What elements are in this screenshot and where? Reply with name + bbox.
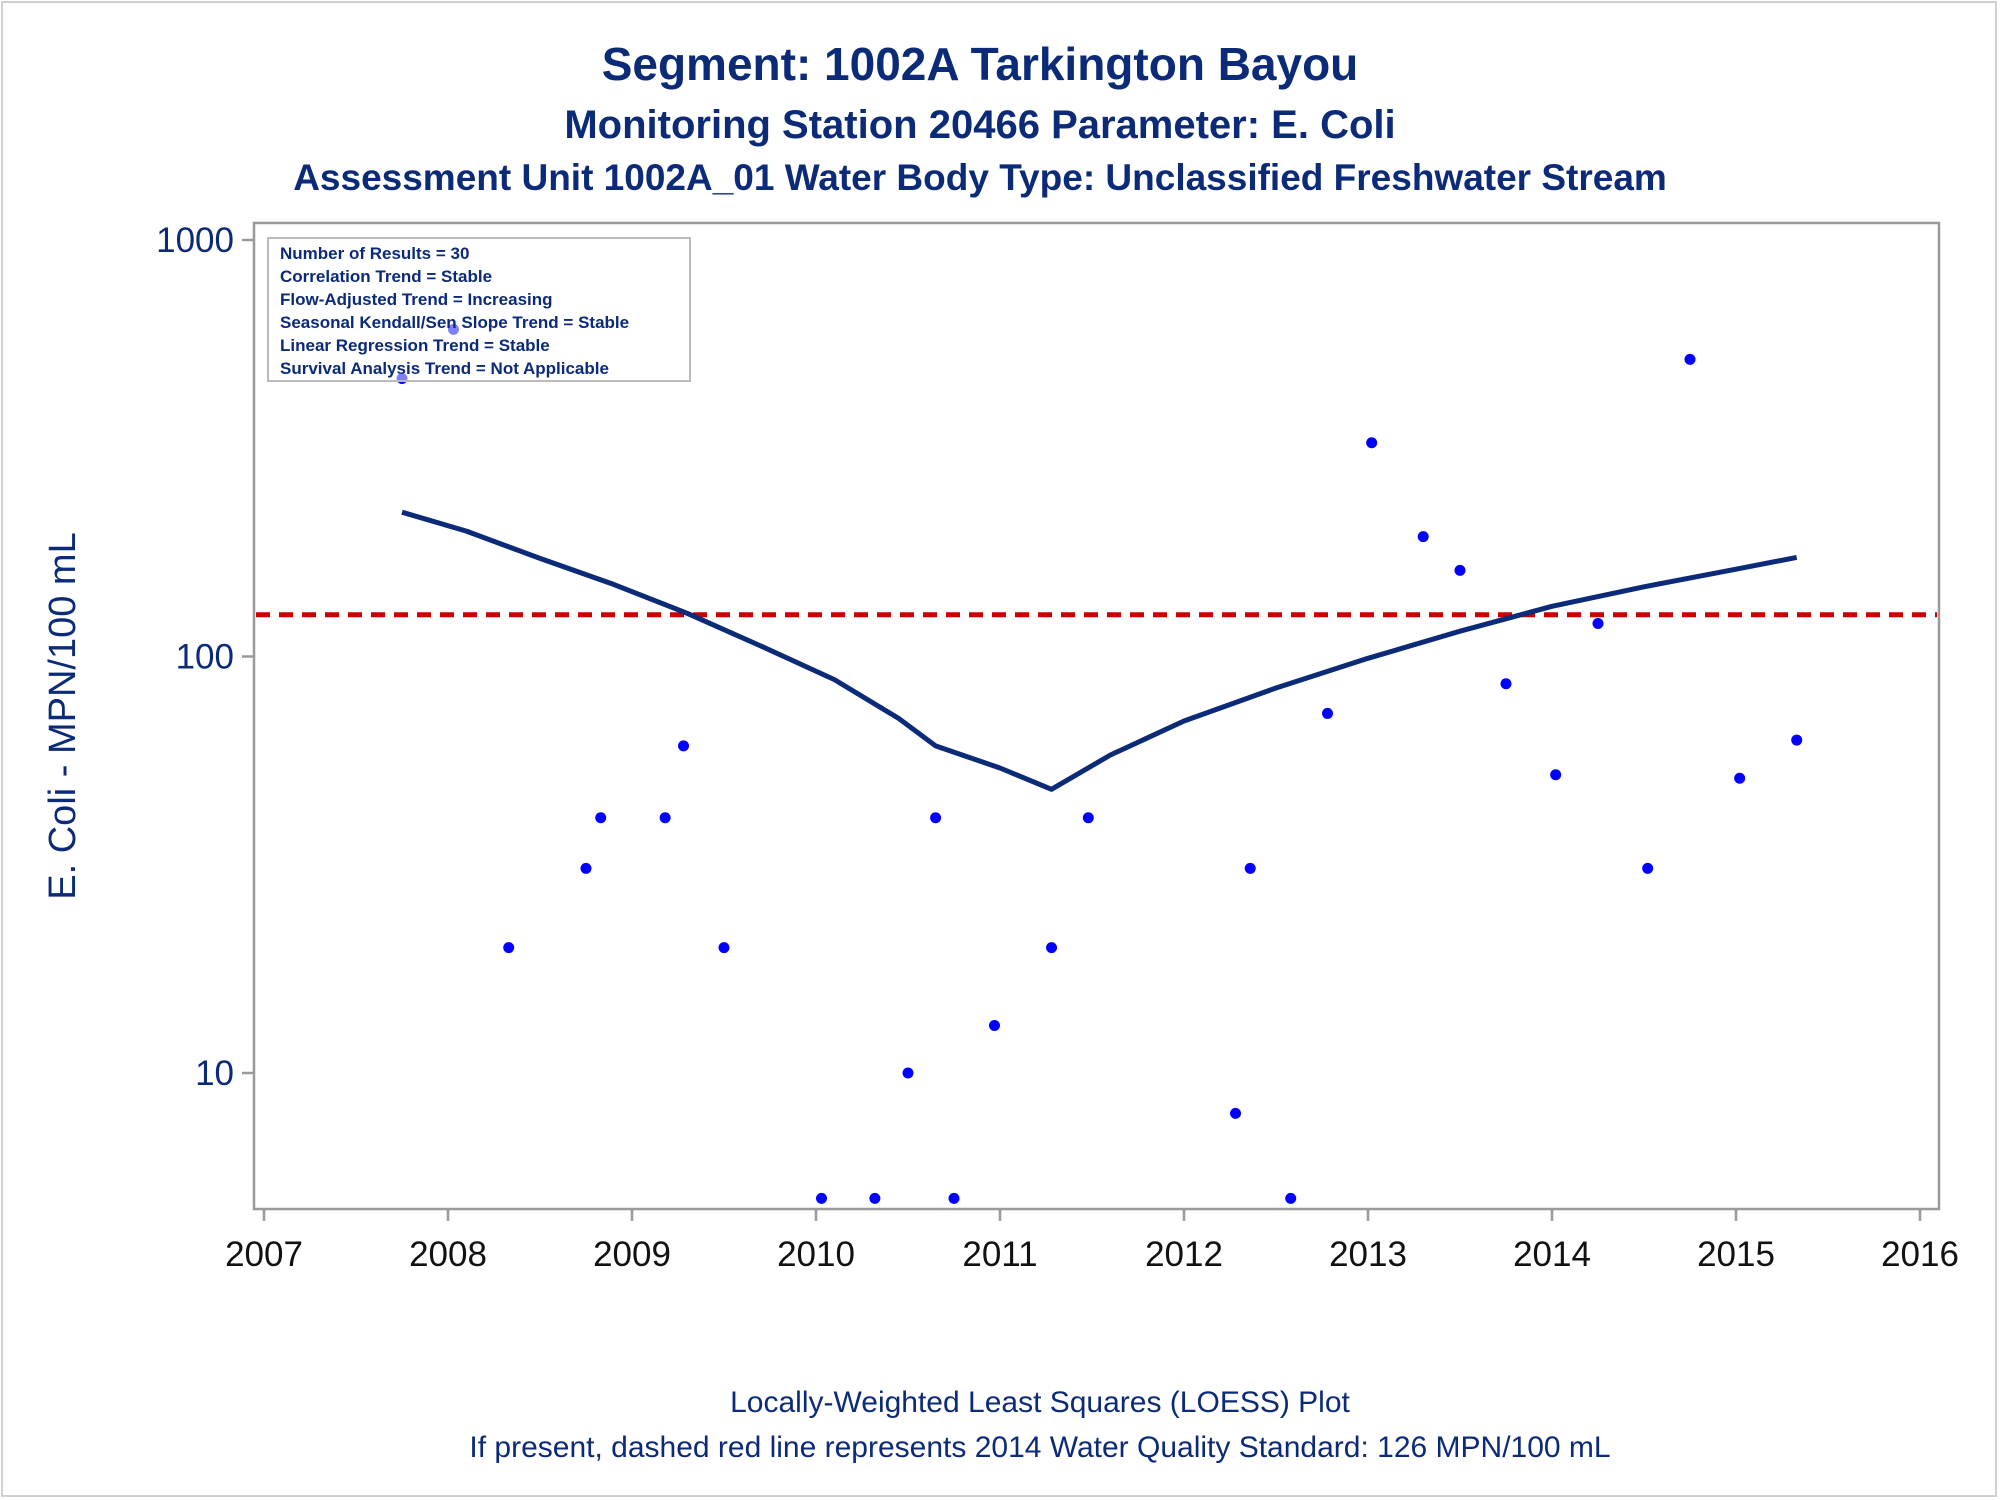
legend-box bbox=[267, 237, 691, 382]
x-tick-label: 2008 bbox=[409, 1235, 487, 1274]
y-tick-label: 10 bbox=[195, 1054, 234, 1093]
chart-title: Segment: 1002A Tarkington Bayou bbox=[602, 38, 1359, 90]
legend-line-survival: Survival Analysis Trend = Not Applicable bbox=[280, 359, 609, 378]
data-point bbox=[902, 1067, 914, 1079]
y-axis: 10 100 1000 bbox=[156, 221, 254, 1093]
x-tick-label: 2015 bbox=[1697, 1235, 1775, 1274]
x-tick-label: 2016 bbox=[1881, 1235, 1959, 1274]
x-tick-label: 2009 bbox=[593, 1235, 671, 1274]
x-tick-label: 2014 bbox=[1513, 1235, 1591, 1274]
data-point bbox=[1642, 862, 1654, 874]
data-point bbox=[659, 812, 671, 824]
footnote-standard: If present, dashed red line represents 2… bbox=[469, 1431, 1610, 1464]
data-point bbox=[1500, 678, 1512, 690]
data-point bbox=[1592, 618, 1604, 630]
data-point bbox=[718, 942, 730, 954]
data-point bbox=[1230, 1107, 1242, 1119]
x-tick-label: 2007 bbox=[225, 1235, 303, 1274]
legend: Number of Results = 30 Correlation Trend… bbox=[267, 237, 691, 382]
legend-line-flow-adjusted: Flow-Adjusted Trend = Increasing bbox=[280, 290, 553, 309]
x-axis: 2007 2008 2009 2010 2011 2012 2013 2014 2015 2016 bbox=[225, 1209, 1959, 1274]
x-tick-label: 2010 bbox=[777, 1235, 855, 1274]
legend-line-linear-regression: Linear Regression Trend = Stable bbox=[280, 336, 550, 355]
chart-subtitle: Monitoring Station 20466 Parameter: E. C… bbox=[564, 103, 1395, 147]
data-point bbox=[948, 1192, 960, 1204]
data-point bbox=[1046, 942, 1058, 954]
data-point bbox=[1244, 862, 1256, 874]
footnote-loess: Locally-Weighted Least Squares (LOESS) P… bbox=[730, 1386, 1350, 1419]
x-tick-label: 2013 bbox=[1329, 1235, 1407, 1274]
data-point bbox=[580, 862, 592, 874]
data-point bbox=[869, 1192, 881, 1204]
y-tick-label: 100 bbox=[176, 638, 234, 677]
legend-line-seasonal-kendall: Seasonal Kendall/Sen Slope Trend = Stabl… bbox=[280, 313, 629, 332]
data-point bbox=[595, 812, 607, 824]
data-point bbox=[988, 1020, 1000, 1032]
data-point bbox=[1550, 769, 1562, 781]
legend-line-correlation: Correlation Trend = Stable bbox=[280, 267, 492, 286]
legend-line-results: Number of Results = 30 bbox=[280, 244, 469, 263]
loess-line bbox=[401, 509, 1798, 792]
data-point bbox=[930, 812, 942, 824]
data-point bbox=[1285, 1192, 1297, 1204]
data-point bbox=[678, 740, 690, 752]
data-point bbox=[1684, 353, 1696, 365]
plot-area bbox=[252, 221, 1941, 1211]
x-tick-label: 2012 bbox=[1145, 1235, 1223, 1274]
data-point bbox=[1417, 531, 1429, 543]
y-tick-label: 1000 bbox=[156, 221, 234, 260]
data-point bbox=[1366, 437, 1378, 449]
data-point bbox=[1454, 564, 1466, 576]
loess-group bbox=[401, 509, 1798, 792]
x-tick-label: 2011 bbox=[962, 1235, 1037, 1274]
data-point bbox=[1734, 772, 1746, 784]
chart-subtitle-2: Assessment Unit 1002A_01 Water Body Type… bbox=[293, 157, 1667, 198]
data-point bbox=[816, 1192, 828, 1204]
data-point bbox=[503, 942, 515, 954]
data-point bbox=[1322, 707, 1334, 719]
data-point bbox=[1791, 734, 1803, 746]
data-point bbox=[1082, 812, 1094, 824]
y-axis-label: E. Coli - MPN/100 mL bbox=[42, 532, 84, 899]
